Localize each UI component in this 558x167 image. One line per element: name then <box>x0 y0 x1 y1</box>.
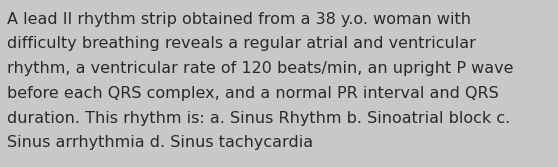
Text: A lead II rhythm strip obtained from a 38 y.o. woman with: A lead II rhythm strip obtained from a 3… <box>7 12 472 27</box>
Text: Sinus arrhythmia d. Sinus tachycardia: Sinus arrhythmia d. Sinus tachycardia <box>7 135 314 150</box>
Text: difficulty breathing reveals a regular atrial and ventricular: difficulty breathing reveals a regular a… <box>7 36 476 51</box>
Text: rhythm, a ventricular rate of 120 beats/min, an upright P wave: rhythm, a ventricular rate of 120 beats/… <box>7 61 514 76</box>
Text: before each QRS complex, and a normal PR interval and QRS: before each QRS complex, and a normal PR… <box>7 86 499 101</box>
Text: duration. This rhythm is: a. Sinus Rhythm b. Sinoatrial block c.: duration. This rhythm is: a. Sinus Rhyth… <box>7 111 511 126</box>
